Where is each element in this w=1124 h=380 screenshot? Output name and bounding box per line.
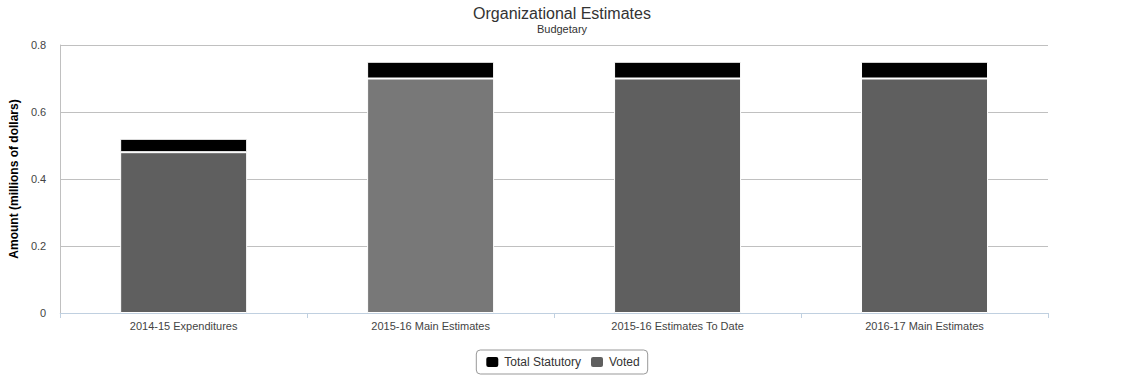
svg-text:Amount (millions of dollars): Amount (millions of dollars) [7,99,21,258]
svg-text:Budgetary: Budgetary [537,23,588,35]
svg-text:2015-16 Estimates To Date: 2015-16 Estimates To Date [611,320,743,332]
svg-text:2016-17 Main Estimates: 2016-17 Main Estimates [865,320,984,332]
svg-text:0.2: 0.2 [31,240,46,252]
svg-text:Total Statutory: Total Statutory [504,355,581,369]
svg-text:Organizational Estimates: Organizational Estimates [473,5,651,22]
svg-text:2014-15 Expenditures: 2014-15 Expenditures [130,320,238,332]
svg-text:0.4: 0.4 [31,173,46,185]
svg-text:0.8: 0.8 [31,39,46,51]
svg-text:0: 0 [40,307,46,319]
svg-text:0.6: 0.6 [31,106,46,118]
svg-text:2015-16 Main Estimates: 2015-16 Main Estimates [371,320,490,332]
svg-text:Voted: Voted [609,355,640,369]
